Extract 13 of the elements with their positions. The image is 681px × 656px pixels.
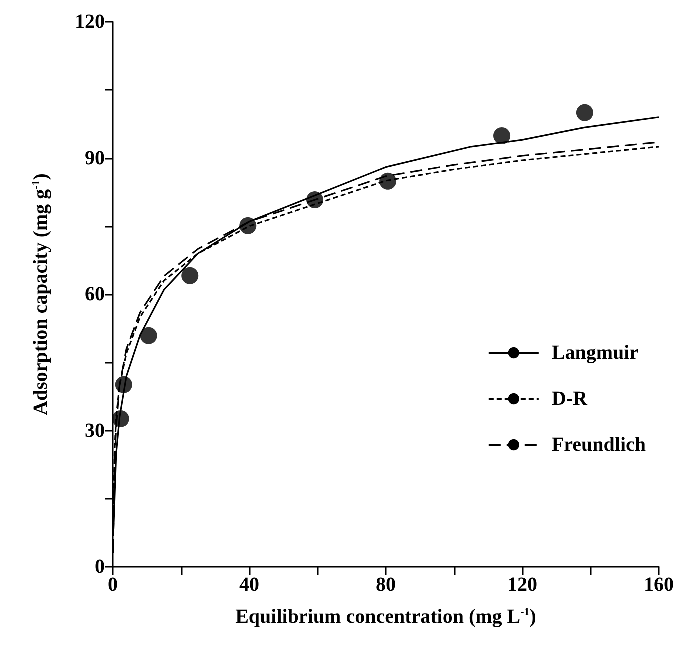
y-tick-label: 0 [95, 556, 105, 578]
legend-label: Freundlich [552, 434, 646, 456]
y-axis-title: Adsorption capacity (mg g-1) [30, 174, 52, 416]
y-tick-label: 120 [75, 11, 105, 33]
x-tick-label: 120 [508, 574, 538, 596]
y-tick-label: 30 [85, 420, 105, 442]
x-tick-label: 160 [644, 574, 674, 596]
x-tick-label: 80 [376, 574, 396, 596]
legend-label: Langmuir [552, 342, 639, 364]
y-tick-label: 90 [85, 147, 105, 170]
x-tick-label: 40 [240, 574, 260, 596]
y-tick-label: 60 [85, 284, 105, 306]
legend-label: D-R [552, 388, 588, 410]
